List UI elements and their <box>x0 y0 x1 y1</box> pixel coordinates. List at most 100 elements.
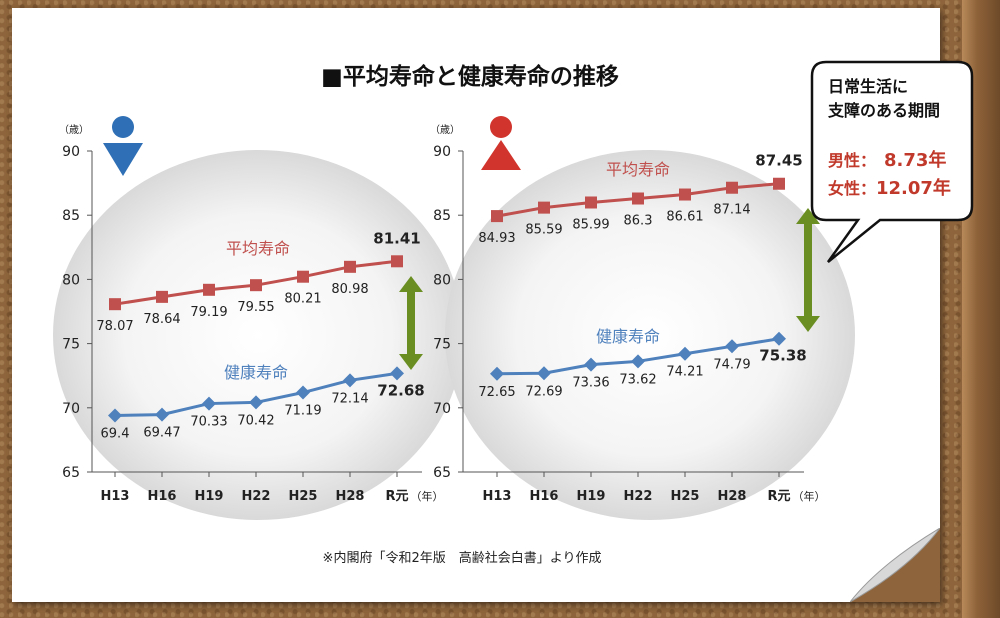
male-healthy-series-label: 健康寿命 <box>224 363 288 382</box>
female-healthy-point <box>584 357 598 372</box>
female-x-tick-label: R元 <box>767 489 790 504</box>
male-healthy-point <box>108 408 122 423</box>
male-average-point <box>109 298 121 311</box>
male-healthy-point <box>202 396 216 411</box>
female-panel-glow <box>445 150 855 520</box>
male-healthy-point <box>296 385 310 400</box>
male-y-tick-label: 70 <box>62 401 80 417</box>
male-average-point <box>344 260 356 273</box>
male-x-tick-label: H16 <box>148 489 177 504</box>
male-y-tick-label: 75 <box>62 337 80 353</box>
male-average-data-label: 79.19 <box>190 305 227 320</box>
male-average-point <box>391 255 403 268</box>
callout-male-value: 8.73年 <box>884 149 946 171</box>
female-healthy-point <box>490 366 504 381</box>
female-average-data-label: 87.14 <box>713 203 750 218</box>
male-average-series-label: 平均寿命 <box>226 239 290 258</box>
female-average-point <box>585 196 597 209</box>
male-y-tick-label: 90 <box>62 144 80 160</box>
female-y-tick-label: 75 <box>433 337 451 353</box>
female-panel: 65 70 75 80 85 90 （歳） （年） H13 H16 H19 H22 H25 H28 R元 84… <box>430 124 826 504</box>
female-x-tick-label: H25 <box>671 489 700 504</box>
female-average-point <box>632 192 644 205</box>
female-healthy-data-label: 74.21 <box>666 365 703 380</box>
gap-callout: 日常生活に 支障のある期間 男性： 8.73年 女性： 12.07年 <box>810 60 974 263</box>
female-healthy-point <box>772 331 786 346</box>
male-healthy-point <box>343 373 357 388</box>
female-y-tick-label: 80 <box>433 272 451 288</box>
female-average-data-label: 87.45 <box>755 152 802 170</box>
female-average-point <box>726 181 738 194</box>
female-average-point <box>773 177 785 190</box>
female-average-series-label: 平均寿命 <box>606 160 670 179</box>
male-average-point <box>156 290 168 303</box>
male-x-tick-label: H28 <box>336 489 365 504</box>
female-average-data-label: 86.61 <box>666 210 703 225</box>
female-x-tick-label: H16 <box>530 489 559 504</box>
male-average-data-label: 80.98 <box>331 282 368 297</box>
female-average-point <box>679 188 691 201</box>
male-average-point <box>250 279 262 292</box>
source-note: ※内閣府「令和2年版 高齢社会白書」より作成 <box>323 550 602 566</box>
female-healthy-point <box>725 339 739 354</box>
female-x-unit: （年） <box>793 489 826 503</box>
chart-title: ■平均寿命と健康寿命の推移 <box>321 63 619 90</box>
male-y-unit: （歳） <box>59 124 89 136</box>
male-healthy-data-label: 71.19 <box>284 404 321 419</box>
female-person-icon <box>481 116 521 170</box>
male-average-point <box>203 283 215 296</box>
callout-male-label: 男性： <box>828 151 876 170</box>
female-average-point <box>491 210 503 223</box>
female-y-tick-label: 85 <box>433 208 451 224</box>
female-x-tick-label: H22 <box>624 489 653 504</box>
male-x-tick-label: H25 <box>289 489 318 504</box>
male-average-data-label: 80.21 <box>284 292 321 307</box>
male-average-data-label: 79.55 <box>237 300 274 315</box>
male-healthy-data-label: 70.33 <box>190 415 227 430</box>
female-healthy-data-label: 75.38 <box>759 347 806 365</box>
female-healthy-data-label: 72.69 <box>525 384 562 399</box>
female-x-tick-label: H13 <box>483 489 512 504</box>
male-x-unit: （年） <box>411 489 444 503</box>
male-average-data-label: 78.64 <box>143 312 180 327</box>
male-x-tick-label: H22 <box>242 489 271 504</box>
female-average-data-label: 84.93 <box>478 231 515 246</box>
female-average-data-label: 85.59 <box>525 223 562 238</box>
female-healthy-data-label: 73.36 <box>572 376 609 391</box>
male-average-data-label: 78.07 <box>96 319 133 334</box>
female-healthy-point <box>537 366 551 381</box>
female-healthy-data-label: 72.65 <box>478 385 515 400</box>
male-x-tick-label: H13 <box>101 489 130 504</box>
male-panel: 65 70 75 80 85 90 （歳） （年） H13 H16 H19 H22 H25 H28 R元 78… <box>59 124 444 504</box>
female-x-tick-label: H19 <box>577 489 606 504</box>
male-person-icon <box>103 116 143 176</box>
female-x-tick-label: H28 <box>718 489 747 504</box>
male-x-tick-label: H19 <box>195 489 224 504</box>
female-y-unit: （歳） <box>430 124 460 136</box>
male-healthy-data-label: 72.14 <box>331 391 368 406</box>
callout-female-label: 女性： <box>828 179 876 198</box>
male-healthy-point <box>249 395 263 410</box>
male-y-tick-label: 80 <box>62 272 80 288</box>
female-y-tick-label: 90 <box>433 144 451 160</box>
male-y-tick-label: 65 <box>62 465 80 481</box>
male-healthy-data-label: 69.4 <box>101 427 130 442</box>
male-panel-glow <box>53 150 463 520</box>
male-x-tick-label: R元 <box>385 489 408 504</box>
female-healthy-data-label: 73.62 <box>619 372 656 387</box>
male-gap-arrow <box>399 276 423 370</box>
male-healthy-point <box>390 366 404 381</box>
female-y-tick-label: 65 <box>433 465 451 481</box>
male-healthy-data-label: 70.42 <box>237 413 274 428</box>
female-average-data-label: 85.99 <box>572 217 609 232</box>
male-healthy-data-label: 69.47 <box>143 426 180 441</box>
male-y-tick-label: 85 <box>62 208 80 224</box>
callout-female-value: 12.07年 <box>876 177 951 199</box>
female-healthy-data-label: 74.79 <box>713 357 750 372</box>
male-average-data-label: 81.41 <box>373 229 420 247</box>
callout-line2: 支障のある期間 <box>827 101 940 120</box>
male-healthy-point <box>155 407 169 422</box>
female-healthy-point <box>678 346 692 361</box>
male-healthy-data-label: 72.68 <box>377 381 424 399</box>
